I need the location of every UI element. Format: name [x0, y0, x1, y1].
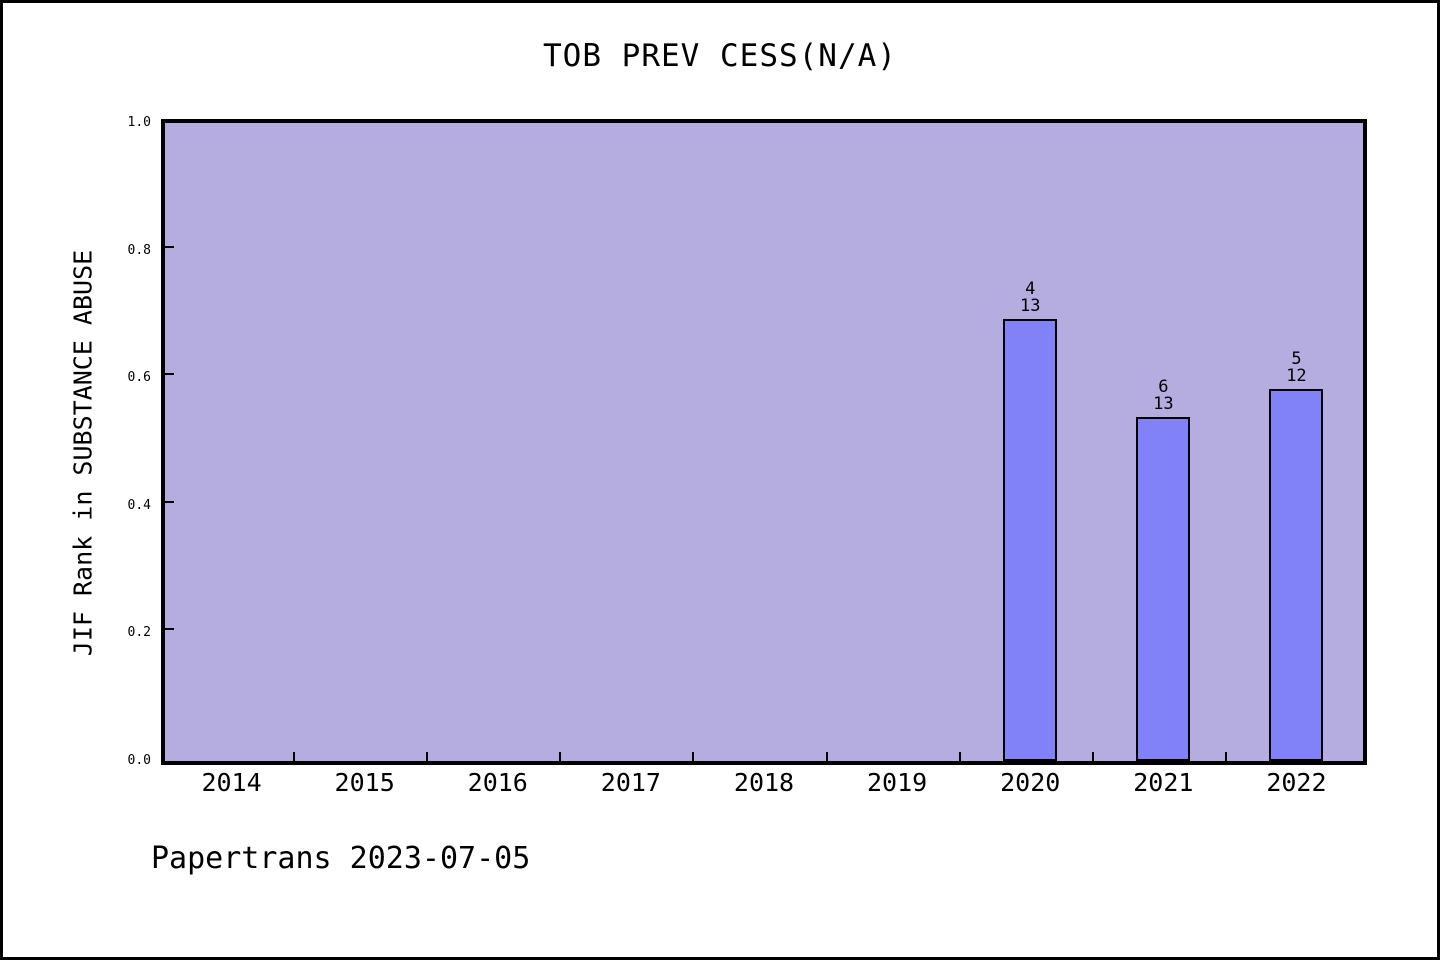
x-tick-label: 2018: [733, 768, 795, 797]
bar-value-label: 4 13: [1019, 279, 1041, 317]
x-tick-label: 2015: [334, 768, 395, 797]
footer-text: Papertrans 2023-07-05: [151, 841, 531, 876]
y-tick-mark: [165, 628, 174, 631]
y-tick-label: 0.6: [127, 370, 151, 386]
y-tick-label: 0.8: [127, 242, 151, 258]
x-tick-label: 2022: [1266, 768, 1327, 797]
x-tick-mark: [426, 752, 429, 761]
y-tick-mark: [165, 245, 174, 248]
y-tick-mark: [165, 500, 174, 503]
bar: [1003, 319, 1058, 761]
bar-value-label: 6 13: [1153, 377, 1174, 415]
y-tick-mark: [165, 373, 174, 376]
x-tick-label: 2019: [867, 768, 928, 797]
x-tick-label: 2016: [467, 768, 528, 797]
y-tick-label: 0.0: [127, 753, 151, 768]
x-tick-label: 2020: [1000, 768, 1061, 797]
x-tick-mark: [692, 752, 695, 761]
y-tick-label: 0.2: [127, 625, 151, 641]
x-tick-mark: [1091, 752, 1094, 761]
x-tick-mark: [1224, 752, 1227, 761]
chart-title: TOB PREV CESS(N/A): [543, 38, 897, 74]
y-tick-label: 1.0: [127, 115, 151, 130]
x-tick-label: 2014: [201, 768, 262, 797]
x-tick-mark: [293, 752, 296, 761]
y-tick-label: 0.4: [127, 497, 151, 513]
bar: [1136, 417, 1191, 761]
x-tick-label: 2021: [1133, 768, 1194, 797]
x-tick-mark: [825, 752, 828, 761]
bar-value-label: 5 12: [1286, 348, 1307, 386]
x-tick-mark: [559, 752, 562, 761]
y-axis-label: JIF Rank in SUBSTANCE ABUSE: [68, 249, 98, 657]
bar: [1269, 388, 1324, 761]
x-tick-label: 2017: [600, 768, 661, 797]
x-tick-mark: [958, 752, 961, 761]
